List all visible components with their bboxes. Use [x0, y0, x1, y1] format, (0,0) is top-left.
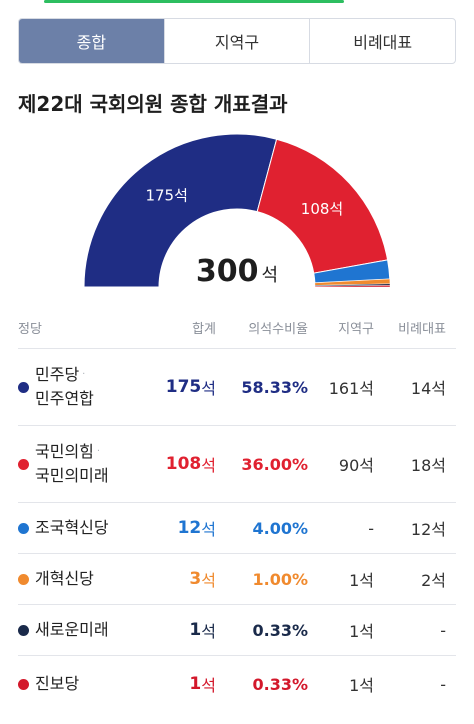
party-name: 개혁신당 — [35, 569, 94, 588]
chart-slice-0 — [83, 133, 278, 288]
chart-slice-1 — [256, 138, 389, 274]
district-seats: - — [368, 518, 374, 538]
party-color-dot — [18, 458, 29, 470]
party-name: 민주당 · 민주연합 — [35, 365, 94, 408]
proportional-seats: 2석 — [421, 571, 446, 590]
proportional-seats: 18석 — [410, 456, 446, 475]
party-color-dot — [18, 678, 29, 690]
table-row[interactable]: 민주당 · 민주연합 175 석 58.33% 161석 14석 — [18, 349, 456, 426]
party-name: 진보당 — [35, 674, 80, 693]
proportional-seats: 14석 — [410, 379, 446, 398]
tab-total[interactable]: 종합 — [19, 19, 164, 63]
table-row[interactable]: 국민의힘 · 국민의미래 108 석 36.00% 90석 18석 — [18, 426, 456, 503]
party-name: 조국혁신당 — [35, 518, 109, 537]
progress-accent — [44, 0, 344, 3]
party-color-dot — [18, 624, 29, 636]
party-color-dot — [18, 573, 29, 585]
party-color-dot — [18, 381, 29, 393]
chart-slice-label-1: 108석 — [301, 200, 343, 218]
district-seats: 1석 — [349, 571, 374, 590]
seat-ratio: 58.33% — [241, 377, 308, 397]
proportional-seats: - — [440, 674, 446, 694]
district-seats: 161석 — [328, 379, 374, 398]
party-name: 국민의힘 · 국민의미래 — [35, 442, 109, 485]
table-header: 정당 합계 의석수비율 지역구 비례대표 — [18, 318, 456, 349]
tab-district[interactable]: 지역구 — [163, 19, 310, 63]
chart-slice-5 — [314, 285, 391, 288]
party-cell: 진보당 — [18, 656, 79, 712]
party-name: 새로운미래 — [35, 620, 109, 639]
party-color-dot — [18, 522, 29, 534]
total-seats: 175 석 — [165, 377, 216, 398]
header-proportional: 비례대표 — [398, 322, 446, 337]
party-cell: 민주당 · 민주연합 — [18, 349, 94, 425]
seat-ratio: 4.00% — [252, 518, 308, 538]
seat-semicircle-chart: 175석 108석 300 석 — [83, 133, 391, 289]
top-status-strip — [0, 0, 474, 3]
seat-ratio: 0.33% — [252, 674, 308, 694]
seat-ratio: 36.00% — [241, 454, 308, 474]
view-tabs: 종합 지역구 비례대표 — [18, 18, 456, 64]
header-district: 지역구 — [338, 322, 374, 337]
page-title: 제22대 국회의원 종합 개표결과 — [18, 92, 288, 116]
header-party: 정당 — [18, 322, 42, 337]
header-ratio: 의석수비율 — [248, 322, 308, 337]
district-seats: 1석 — [349, 676, 374, 695]
party-cell: 개혁신당 — [18, 554, 94, 604]
proportional-seats: - — [440, 620, 446, 640]
district-seats: 90석 — [338, 456, 374, 475]
district-seats: 1석 — [349, 622, 374, 641]
seat-ratio: 1.00% — [252, 569, 308, 589]
party-cell: 조국혁신당 — [18, 503, 109, 553]
tab-proportional[interactable]: 비례대표 — [309, 19, 455, 63]
proportional-seats: 12석 — [410, 520, 446, 539]
table-row[interactable]: 조국혁신당 12 석 4.00% - 12석 — [18, 503, 456, 554]
party-cell: 새로운미래 — [18, 605, 109, 655]
total-seats: 12 석 — [177, 518, 216, 539]
seat-ratio: 0.33% — [252, 620, 308, 640]
header-total: 합계 — [192, 322, 216, 337]
party-cell: 국민의힘 · 국민의미래 — [18, 426, 109, 502]
total-seats: 108 석 — [165, 454, 216, 475]
chart-slice-label-0: 175석 — [145, 186, 187, 204]
total-seats-label: 300 석 — [196, 254, 278, 289]
